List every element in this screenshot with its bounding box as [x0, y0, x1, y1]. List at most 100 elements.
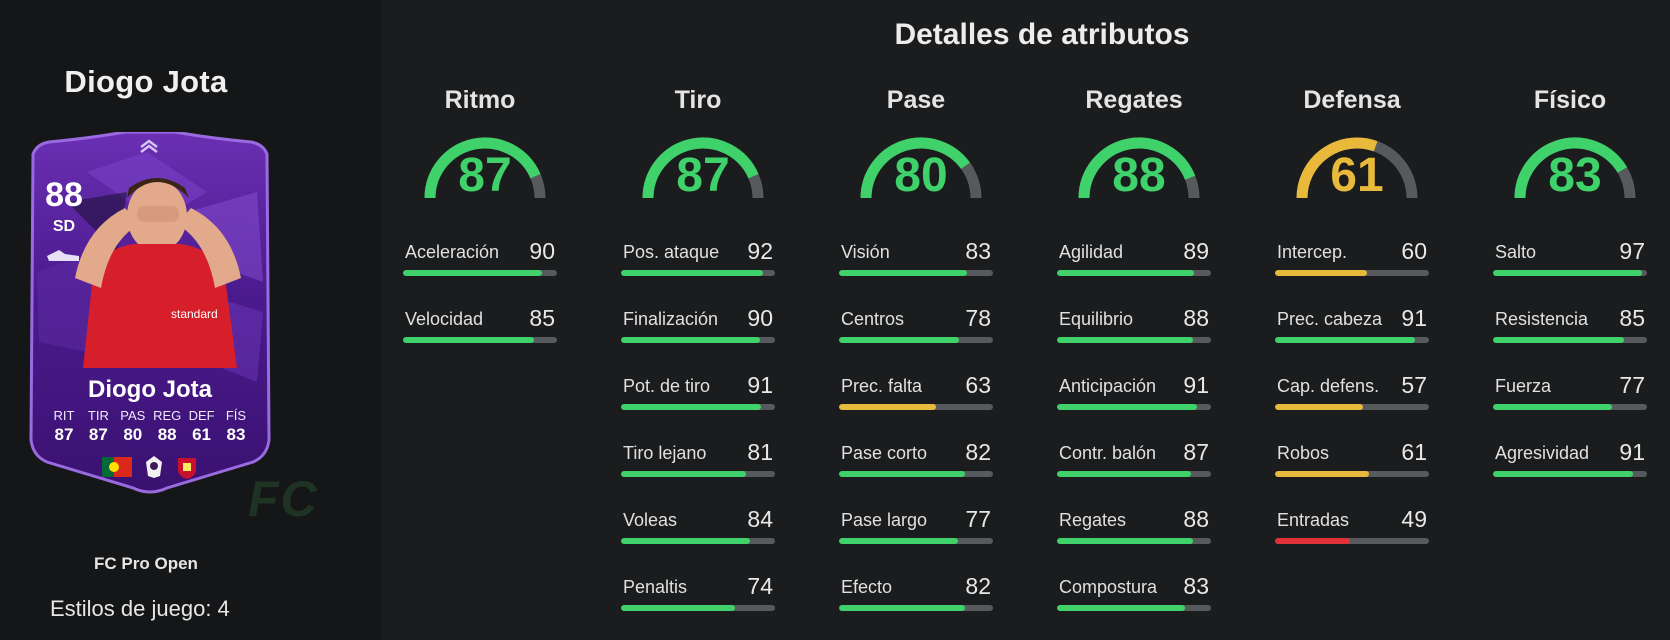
stat-name: Entradas	[1277, 510, 1350, 530]
stat-bar-fill	[1493, 404, 1612, 410]
gauge-arc	[860, 137, 970, 199]
stat-bar-fill	[1493, 337, 1624, 343]
stat-bar	[403, 270, 557, 276]
stat-name: Intercep.	[1277, 242, 1348, 262]
stat-bar	[621, 270, 775, 276]
stat-name: Aceleración	[405, 242, 500, 262]
category-title: Ritmo	[444, 86, 516, 114]
stat-row: Velocidad 85	[403, 305, 557, 369]
gauge-arc	[1514, 137, 1628, 199]
stat-bar	[1057, 404, 1211, 410]
stat-value: 91	[1401, 305, 1427, 331]
stat-row: Pot. de tiro 91	[621, 372, 775, 436]
stat-bar	[1493, 471, 1647, 477]
stat-value: 88	[1183, 305, 1209, 331]
stat-name: Robos	[1277, 443, 1330, 463]
stat-row: Finalización 90	[621, 305, 775, 369]
stat-bar	[839, 471, 993, 477]
player-panel: Diogo Jota 88 SD	[0, 0, 382, 640]
card-attr-label: PAS	[120, 408, 146, 423]
stat-row: Contr. balón 87	[1057, 439, 1211, 503]
card-player-name: Diogo Jota	[88, 376, 212, 403]
card-attr-fis: FÍS 83	[219, 408, 253, 445]
fc-watermark: FC	[248, 471, 319, 527]
stat-name: Equilibrio	[1059, 309, 1134, 329]
card-attr-pas: PAS 80	[116, 408, 150, 445]
playstyles-count: 4	[217, 596, 230, 621]
gauge-arc	[1078, 137, 1196, 199]
svg-text:standard: standard	[171, 307, 218, 321]
stat-bar-fill	[621, 404, 762, 410]
stat-name: Voleas	[623, 510, 678, 530]
stat-value: 74	[747, 573, 773, 599]
stat-row: Fuerza 77	[1493, 372, 1647, 436]
stat-name: Regates	[1059, 510, 1127, 530]
category-gauge: 87	[638, 128, 768, 204]
stat-row: Tiro lejano 81	[621, 439, 775, 503]
category-value: 61	[1330, 149, 1384, 202]
card-overall: 88	[45, 176, 83, 214]
gauge-arc	[424, 137, 541, 199]
stat-value: 82	[965, 573, 991, 599]
stat-bar-fill	[839, 471, 966, 477]
stat-bar-fill	[1275, 270, 1368, 276]
stat-bar	[1493, 337, 1647, 343]
stat-row: Resistencia 85	[1493, 305, 1647, 369]
stat-bar	[839, 270, 993, 276]
stat-bar	[621, 605, 775, 611]
card-attr-tir: TIR 87	[81, 408, 115, 445]
stat-bar-fill	[839, 538, 958, 544]
stat-value: 60	[1401, 238, 1427, 264]
card-attr-value: 80	[123, 425, 143, 444]
category-gauge: 83	[1510, 128, 1640, 204]
card-type-label: FC Pro Open	[94, 554, 198, 573]
stat-bar	[839, 538, 993, 544]
stat-value: 81	[747, 439, 773, 465]
category-value: 80	[894, 149, 948, 202]
stat-bar	[1057, 337, 1211, 343]
stat-name: Pot. de tiro	[623, 376, 711, 396]
card-attr-value: 87	[54, 425, 74, 444]
stat-row: Anticipación 91	[1057, 372, 1211, 436]
stat-bar	[621, 337, 775, 343]
playstyles-row[interactable]: Estilos de juego: 4	[50, 596, 230, 622]
stat-bar-fill	[1493, 471, 1634, 477]
stat-name: Centros	[841, 309, 905, 329]
stat-bar-fill	[1275, 538, 1351, 544]
stat-value: 88	[1183, 506, 1209, 532]
stat-value: 83	[965, 238, 991, 264]
stat-bar-fill	[1275, 471, 1369, 477]
stat-bar-fill	[1275, 404, 1363, 410]
card-position: SD	[52, 218, 76, 235]
stat-row: Pase largo 77	[839, 506, 993, 570]
stat-bar	[1057, 471, 1211, 477]
gauge-arc	[642, 137, 759, 199]
stat-name: Compostura	[1059, 577, 1158, 597]
stat-row: Intercep. 60	[1275, 238, 1429, 302]
player-card[interactable]: 88 SD standard Diogo Jota RIT 87 TIR 87 PA…	[27, 132, 273, 498]
portugal-flag-icon	[102, 457, 132, 477]
player-name: Diogo Jota	[64, 64, 228, 99]
category-gauge: 61	[1292, 128, 1422, 204]
stat-name: Agilidad	[1059, 242, 1124, 262]
stat-bar	[839, 404, 993, 410]
category-title: Tiro	[674, 86, 722, 114]
stat-bar-fill	[839, 337, 960, 343]
stat-bar	[839, 337, 993, 343]
card-attr-label: DEF	[188, 408, 215, 423]
card-attr-value: 61	[192, 425, 212, 444]
stat-row: Prec. falta 63	[839, 372, 993, 436]
stat-row: Agilidad 89	[1057, 238, 1211, 302]
stat-row: Aceleración 90	[403, 238, 557, 302]
chevron-up-icon	[140, 139, 158, 153]
boot-icon	[47, 250, 79, 261]
stat-bar	[1057, 270, 1211, 276]
stat-bar	[621, 471, 775, 477]
card-badges	[27, 454, 273, 480]
stat-name: Pase corto	[841, 443, 928, 463]
player-photo: standard	[75, 178, 241, 368]
stat-value: 61	[1401, 439, 1427, 465]
stat-bar-fill	[839, 404, 937, 410]
stat-bar-fill	[621, 538, 751, 544]
stat-name: Anticipación	[1059, 376, 1157, 396]
